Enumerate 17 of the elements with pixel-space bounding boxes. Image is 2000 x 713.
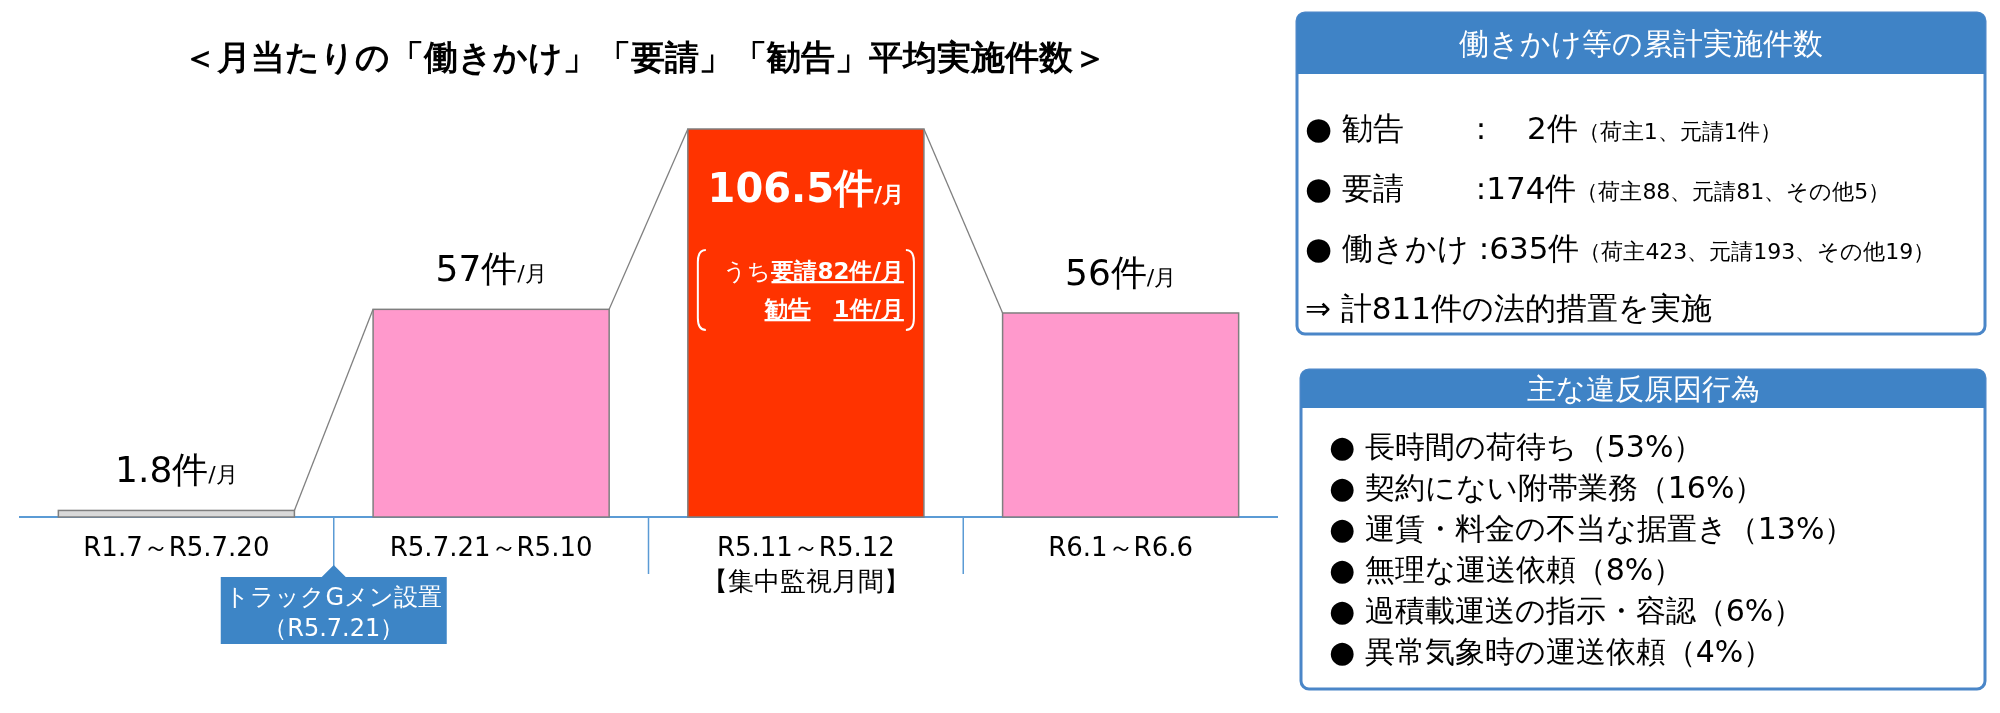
annotation: 勧告 1件/月 [764,296,904,322]
annotation: ● 要請 :174件（荷主88、元請81、その他5） [1305,170,1891,206]
annotation: ● 働きかけ :635件（荷主423、元請193、その他19） [1305,230,1936,266]
annotation: ● 勧告 : 2件（荷主1、元請1件） [1305,110,1782,146]
annotation: ⇒ 計811件の法的措置を実施 [1305,290,1712,326]
annotation: ● 異常気象時の運送依頼（4%） [1329,634,1774,669]
title: 主な違反原因行為 [1526,372,1760,407]
annotation: （R5.7.21） [263,614,405,642]
title: 働きかけ等の累計実施件数 [1459,26,1823,62]
title: ＜月当たりの「働きかけ」「要請」「勧告」平均実施件数＞ [183,37,1107,77]
annotation: ● 過積載運送の指示・容認（6%） [1329,593,1804,628]
annotation: トラックGメン設置 [225,583,443,611]
annotation: ● 契約にない附帯業務（16%） [1329,470,1765,505]
annotation: ● 無理な運送依頼（8%） [1329,552,1684,587]
annotation: ● 長時間の荷待ち（53%） [1329,429,1704,464]
annotation: ● 運賃・料金の不当な据置き（13%） [1329,511,1855,546]
annotation: うち要請82件/月 [723,258,904,284]
